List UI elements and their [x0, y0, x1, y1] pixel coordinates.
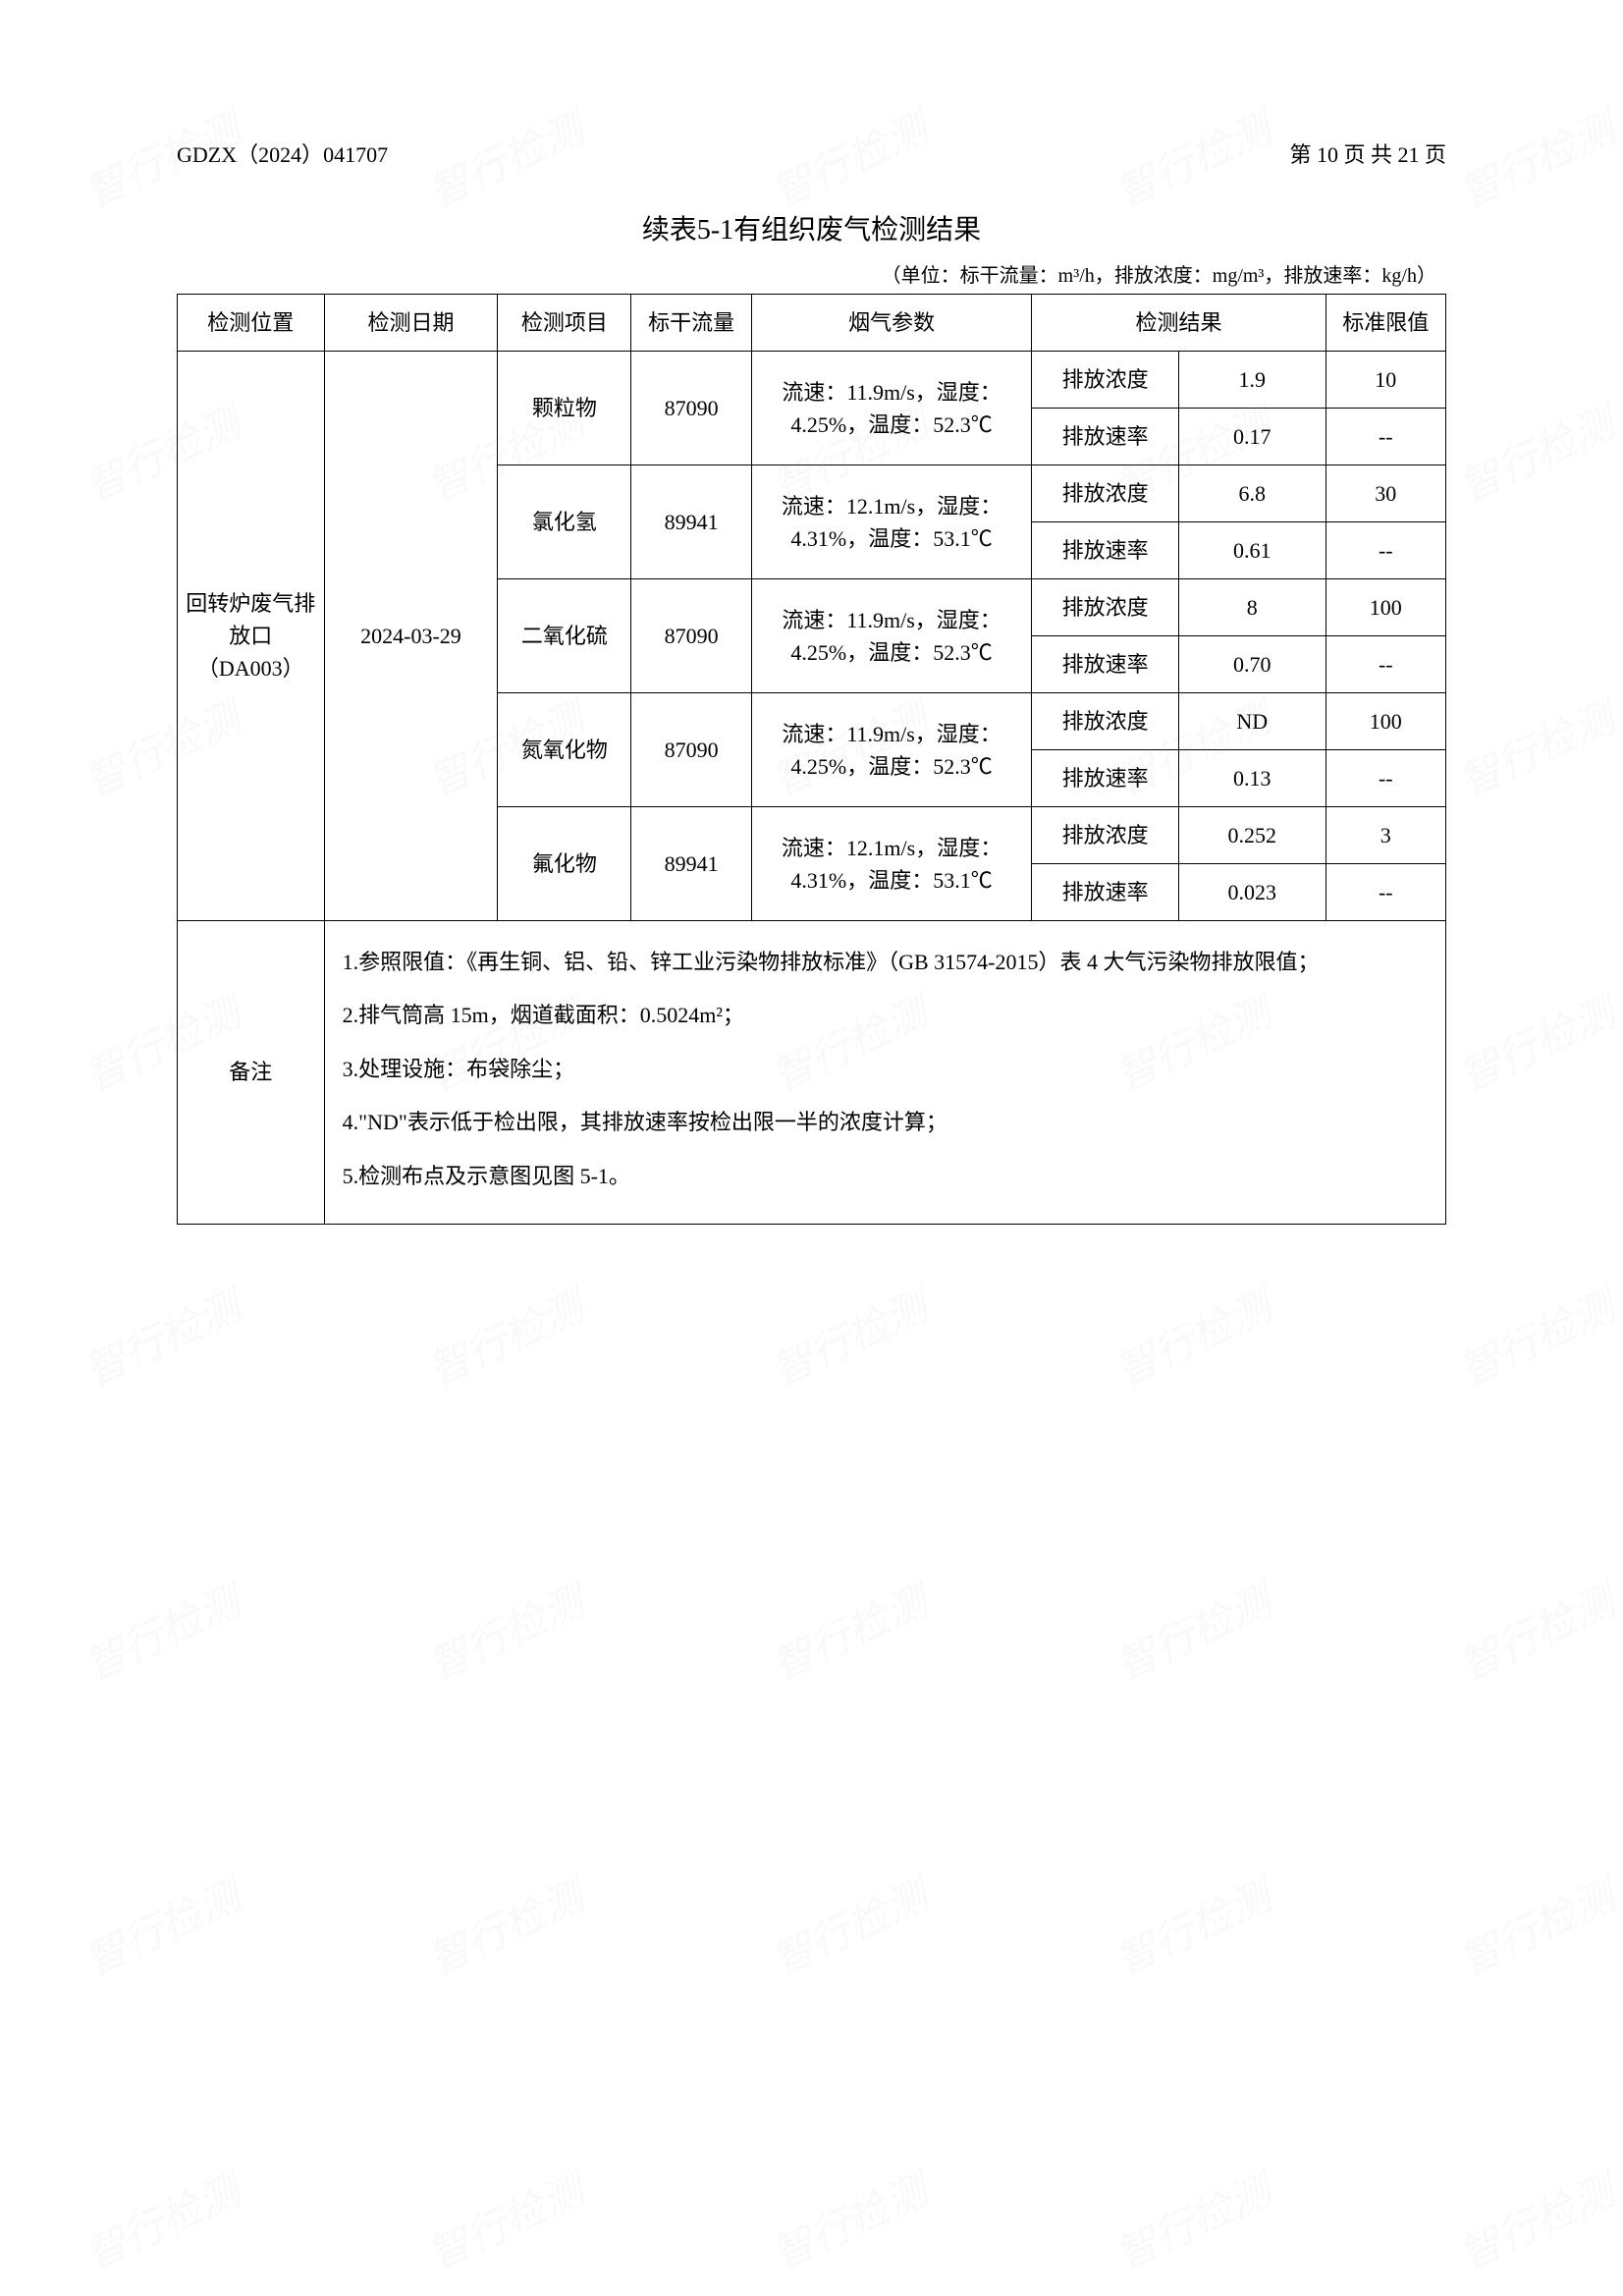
watermark-text: 智行检测 — [1105, 1568, 1279, 1692]
result-label-cell: 排放速率 — [1032, 864, 1179, 921]
results-table: 检测位置 检测日期 检测项目 标干流量 烟气参数 检测结果 标准限值 回转炉废气… — [177, 294, 1446, 1225]
limit-cell: 3 — [1325, 807, 1445, 864]
table-row: 回转炉废气排放口（DA003）2024-03-29颗粒物87090流速：11.9… — [178, 352, 1446, 409]
table-header-row: 检测位置 检测日期 检测项目 标干流量 烟气参数 检测结果 标准限值 — [178, 295, 1446, 352]
result-value-cell: 0.17 — [1178, 409, 1325, 465]
item-cell: 氯化氢 — [498, 465, 631, 579]
result-label-cell: 排放速率 — [1032, 409, 1179, 465]
col-results: 检测结果 — [1032, 295, 1325, 352]
col-position: 检测位置 — [178, 295, 325, 352]
date-cell: 2024-03-29 — [324, 352, 498, 921]
limit-cell: 30 — [1325, 465, 1445, 522]
limit-cell: -- — [1325, 750, 1445, 807]
result-value-cell: 6.8 — [1178, 465, 1325, 522]
limit-cell: 100 — [1325, 579, 1445, 636]
limit-cell: -- — [1325, 409, 1445, 465]
item-cell: 二氧化硫 — [498, 579, 631, 693]
limit-cell: -- — [1325, 864, 1445, 921]
note-line: 2.排气筒高 15m，烟道截面积：0.5024m²； — [343, 992, 1428, 1039]
watermark-text: 智行检测 — [1105, 2158, 1279, 2281]
watermark-text: 智行检测 — [417, 1568, 592, 1692]
result-label-cell: 排放浓度 — [1032, 807, 1179, 864]
limit-cell: -- — [1325, 522, 1445, 579]
params-cell: 流速：12.1m/s，湿度：4.31%，温度：53.1℃ — [751, 807, 1032, 921]
notes-label-cell: 备注 — [178, 921, 325, 1225]
result-label-cell: 排放浓度 — [1032, 352, 1179, 409]
col-limit: 标准限值 — [1325, 295, 1445, 352]
flow-cell: 87090 — [631, 352, 751, 465]
result-value-cell: 1.9 — [1178, 352, 1325, 409]
params-cell: 流速：12.1m/s，湿度：4.31%，温度：53.1℃ — [751, 465, 1032, 579]
note-line: 1.参照限值：《再生铜、铝、铅、锌工业污染物排放标准》（GB 31574-201… — [343, 939, 1428, 986]
watermark-text: 智行检测 — [761, 1863, 936, 1987]
watermark-text: 智行检测 — [1448, 1863, 1623, 1987]
limit-cell: 100 — [1325, 693, 1445, 750]
col-item: 检测项目 — [498, 295, 631, 352]
notes-content-cell: 1.参照限值：《再生铜、铝、铅、锌工业污染物排放标准》（GB 31574-201… — [324, 921, 1445, 1225]
watermark-text: 智行检测 — [761, 2158, 936, 2281]
watermark-text: 智行检测 — [74, 1863, 248, 1987]
table-title: 续表5-1有组织废气检测结果 — [177, 208, 1446, 247]
watermark-text: 智行检测 — [761, 1568, 936, 1692]
result-value-cell: ND — [1178, 693, 1325, 750]
page-number: 第 10 页 共 21 页 — [1289, 137, 1446, 169]
flow-cell: 87090 — [631, 693, 751, 807]
watermark-text: 智行检测 — [74, 1568, 248, 1692]
item-cell: 氟化物 — [498, 807, 631, 921]
item-cell: 氮氧化物 — [498, 693, 631, 807]
watermark-text: 智行检测 — [417, 1863, 592, 1987]
params-cell: 流速：11.9m/s，湿度：4.25%，温度：52.3℃ — [751, 693, 1032, 807]
flow-cell: 89941 — [631, 465, 751, 579]
units-label: （单位：标干流量：m³/h，排放浓度：mg/m³，排放速率：kg/h） — [177, 259, 1446, 288]
result-label-cell: 排放浓度 — [1032, 579, 1179, 636]
params-cell: 流速：11.9m/s，湿度：4.25%，温度：52.3℃ — [751, 352, 1032, 465]
result-value-cell: 0.70 — [1178, 636, 1325, 693]
note-line: 3.处理设施：布袋除尘； — [343, 1046, 1428, 1093]
result-label-cell: 排放速率 — [1032, 750, 1179, 807]
position-cell: 回转炉废气排放口（DA003） — [178, 352, 325, 921]
col-date: 检测日期 — [324, 295, 498, 352]
col-flow: 标干流量 — [631, 295, 751, 352]
flow-cell: 89941 — [631, 807, 751, 921]
watermark-text: 智行检测 — [417, 2158, 592, 2281]
page-header: GDZX（2024）041707 第 10 页 共 21 页 — [177, 137, 1446, 169]
item-cell: 颗粒物 — [498, 352, 631, 465]
note-line: 5.检测布点及示意图见图 5-1。 — [343, 1153, 1428, 1200]
result-label-cell: 排放速率 — [1032, 522, 1179, 579]
notes-row: 备注 1.参照限值：《再生铜、铝、铅、锌工业污染物排放标准》（GB 31574-2… — [178, 921, 1446, 1225]
flow-cell: 87090 — [631, 579, 751, 693]
result-label-cell: 排放速率 — [1032, 636, 1179, 693]
params-cell: 流速：11.9m/s，湿度：4.25%，温度：52.3℃ — [751, 579, 1032, 693]
limit-cell: 10 — [1325, 352, 1445, 409]
result-value-cell: 0.61 — [1178, 522, 1325, 579]
result-value-cell: 0.252 — [1178, 807, 1325, 864]
result-value-cell: 0.13 — [1178, 750, 1325, 807]
document-number: GDZX（2024）041707 — [177, 137, 388, 169]
col-params: 烟气参数 — [751, 295, 1032, 352]
limit-cell: -- — [1325, 636, 1445, 693]
result-label-cell: 排放浓度 — [1032, 693, 1179, 750]
watermark-text: 智行检测 — [1105, 1863, 1279, 1987]
result-value-cell: 0.023 — [1178, 864, 1325, 921]
note-line: 4."ND"表示低于检出限，其排放速率按检出限一半的浓度计算； — [343, 1099, 1428, 1146]
watermark-text: 智行检测 — [1448, 1568, 1623, 1692]
result-value-cell: 8 — [1178, 579, 1325, 636]
watermark-text: 智行检测 — [74, 2158, 248, 2281]
watermark-text: 智行检测 — [1448, 2158, 1623, 2281]
result-label-cell: 排放浓度 — [1032, 465, 1179, 522]
